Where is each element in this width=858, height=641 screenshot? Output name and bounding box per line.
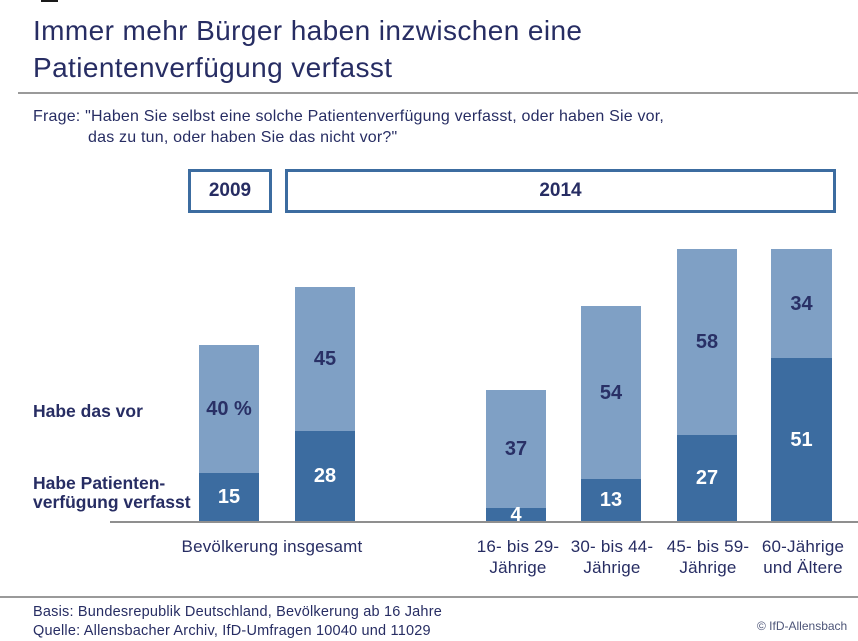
year-label-2009: 2009 <box>208 180 252 201</box>
bar-value-planned: 34 <box>790 292 813 315</box>
x-axis-line <box>110 521 858 523</box>
bar-segment-habe-das-vor: 37 <box>486 390 546 508</box>
bar-segment-habe-das-vor: 58 <box>677 249 737 435</box>
category-label-4: 45- bis 59- Jährige <box>666 537 750 577</box>
bar-segment-verfasst: 28 <box>295 431 355 521</box>
year-label-2014: 2014 <box>539 180 582 201</box>
top-edge-artifact <box>41 0 58 2</box>
year-box-2009: 2009 <box>188 169 272 213</box>
bar-value-planned: 58 <box>695 331 719 353</box>
footer-basis: Basis: Bundesrepublik Deutschland, Bevöl… <box>33 604 442 620</box>
bar-2014-2: 45 28 <box>295 287 355 521</box>
category-label-1: Bevölkerung insgesamt <box>181 537 363 556</box>
bar-value-written: 15 <box>217 486 241 508</box>
page-title-line2: Patientenverfügung verfasst <box>33 52 393 83</box>
bar-segment-verfasst: 13 <box>581 479 641 521</box>
legend-habe-das-vor: Habe das vor <box>33 401 143 421</box>
bar-segment-habe-das-vor: 45 <box>295 287 355 431</box>
category-label-2: 16- bis 29- Jährige <box>476 537 560 577</box>
bar-value-planned: 54 <box>599 381 623 404</box>
bar-segment-verfasst: 4 <box>486 505 546 525</box>
legend-written-line1: Habe Patienten- <box>33 473 166 493</box>
bar-2009-1: 40 % 15 <box>199 345 259 521</box>
legend-written-line2: verfügung verfasst <box>33 492 191 512</box>
survey-question-line1: Frage: "Haben Sie selbst eine solche Pat… <box>33 108 665 125</box>
bar-2014-4: 54 13 <box>581 306 641 521</box>
year-box-2014: 2014 <box>285 169 836 213</box>
category-label-5: 60-Jährige und Ältere <box>761 537 845 577</box>
bar-value-written: 51 <box>790 428 813 451</box>
copyright-label: © IfD-Allensbach <box>757 619 848 633</box>
bar-value-written: 28 <box>313 465 337 487</box>
survey-question: Frage: "Haben Sie selbst eine solche Pat… <box>33 106 813 148</box>
bar-segment-verfasst: 27 <box>677 435 737 521</box>
bar-value-planned: 45 <box>313 348 337 370</box>
bar-value-written: 4 <box>510 503 522 526</box>
footer-notes: Basis: Bundesrepublik Deutschland, Bevöl… <box>33 603 442 640</box>
page-title: Immer mehr Bürger haben inzwischen eine … <box>33 12 733 86</box>
bar-segment-verfasst: 15 <box>199 473 259 521</box>
title-divider-line <box>18 92 858 94</box>
bar-value-written: 27 <box>695 467 719 489</box>
survey-question-line2: das zu tun, oder haben Sie das nicht vor… <box>88 129 398 146</box>
bar-segment-habe-das-vor: 34 <box>771 249 832 358</box>
footer-quelle: Quelle: Allensbacher Archiv, IfD-Umfrage… <box>33 622 431 639</box>
bar-segment-habe-das-vor: 40 % <box>199 345 259 473</box>
bar-2014-5: 58 27 <box>677 249 737 521</box>
bar-segment-verfasst: 51 <box>771 358 832 521</box>
bar-value-planned: 40 % <box>206 398 252 420</box>
bar-2014-3: 37 4 <box>486 390 546 525</box>
bar-2014-6: 34 51 <box>771 249 832 521</box>
bar-value-written: 13 <box>599 489 623 511</box>
bar-segment-habe-das-vor: 54 <box>581 306 641 479</box>
bar-value-planned: 37 <box>504 438 528 460</box>
page-title-line1: Immer mehr Bürger haben inzwischen eine <box>33 15 583 46</box>
category-label-3: 30- bis 44- Jährige <box>570 537 654 577</box>
footer-divider-line <box>0 596 858 598</box>
legend-patientenverfuegung-verfasst: Habe Patienten- verfügung verfasst <box>33 474 191 512</box>
